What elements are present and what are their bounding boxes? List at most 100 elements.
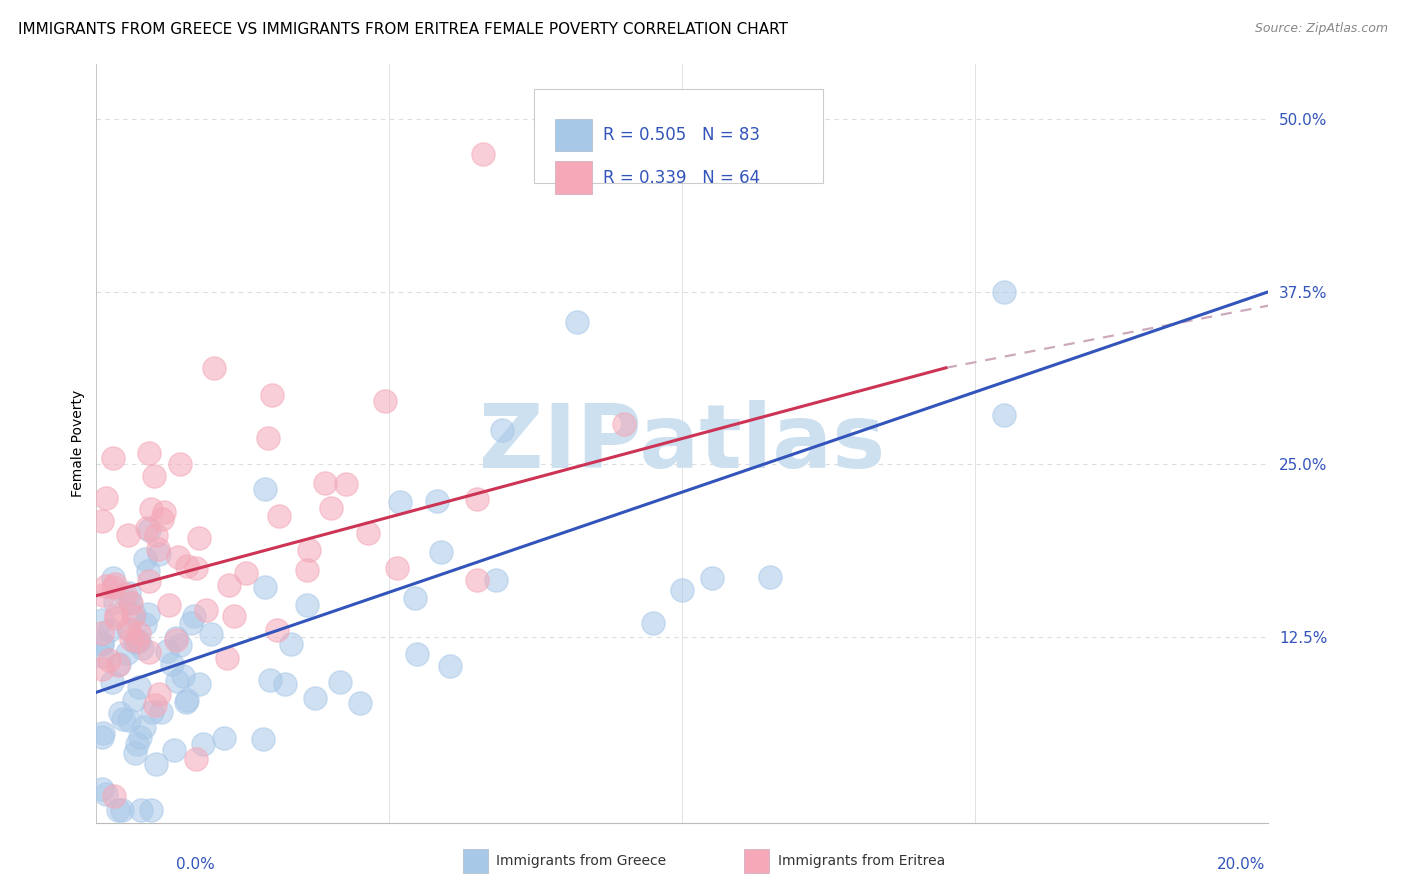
Text: ZIPatlas: ZIPatlas (479, 401, 886, 487)
Point (121, 632, 143, 647)
Point (117, 622, 139, 636)
Point (176, 558, 198, 573)
Point (128, 634, 150, 648)
Point (160, 657, 183, 671)
Point (149, 705, 172, 719)
Text: Immigrants from Eritrea: Immigrants from Eritrea (778, 855, 945, 868)
Point (111, 712, 134, 726)
Point (304, 691, 326, 706)
Point (139, 803, 162, 817)
Point (132, 720, 155, 734)
Point (183, 609, 205, 624)
Point (184, 752, 207, 766)
Point (120, 595, 142, 609)
Point (145, 527, 167, 541)
Point (111, 803, 134, 817)
Point (91, 514, 114, 528)
Point (128, 626, 150, 640)
Point (349, 696, 371, 710)
Point (214, 731, 236, 745)
Point (94, 579, 117, 593)
Point (295, 598, 318, 612)
Text: 20.0%: 20.0% (1218, 857, 1265, 872)
Text: 0.0%: 0.0% (176, 857, 215, 872)
Point (138, 644, 160, 658)
Point (186, 561, 208, 575)
Point (128, 730, 150, 744)
Point (218, 578, 240, 592)
Point (259, 673, 281, 687)
Point (215, 650, 238, 665)
Point (98, 623, 121, 637)
Point (252, 732, 274, 747)
Point (165, 632, 187, 647)
Point (439, 659, 461, 673)
Point (254, 580, 277, 594)
Point (357, 526, 380, 541)
Point (103, 789, 125, 803)
Point (91, 588, 114, 602)
Point (122, 692, 145, 706)
Point (91, 661, 114, 675)
Point (374, 393, 396, 408)
Point (148, 687, 170, 701)
Text: Source: ZipAtlas.com: Source: ZipAtlas.com (1254, 22, 1388, 36)
Point (124, 747, 146, 761)
Point (91, 625, 114, 640)
Point (150, 511, 173, 525)
Point (138, 523, 160, 537)
Point (188, 676, 211, 690)
Point (671, 583, 693, 598)
Point (253, 482, 276, 496)
Point (329, 675, 352, 690)
Point (491, 423, 513, 437)
Point (118, 714, 141, 728)
Point (148, 548, 170, 562)
Point (101, 675, 124, 690)
Point (385, 561, 408, 575)
Text: Immigrants from Greece: Immigrants from Greece (496, 855, 666, 868)
Point (567, 315, 589, 329)
Point (166, 673, 188, 688)
Point (108, 657, 131, 671)
Point (156, 644, 179, 658)
Point (472, 146, 495, 161)
Point (118, 622, 141, 636)
Point (143, 469, 166, 483)
Point (153, 505, 176, 519)
Point (169, 458, 191, 472)
Point (169, 639, 191, 653)
Point (91, 781, 114, 796)
Point (97, 653, 120, 667)
Point (91, 637, 114, 651)
Point (125, 737, 148, 751)
Point (314, 475, 336, 490)
Point (993, 408, 1015, 422)
Y-axis label: Female Poverty: Female Poverty (72, 390, 86, 498)
Point (139, 502, 162, 516)
Point (165, 631, 187, 645)
Point (613, 417, 636, 432)
Point (298, 543, 321, 558)
Point (195, 603, 218, 617)
Point (117, 528, 139, 542)
Point (273, 677, 295, 691)
Point (759, 570, 782, 584)
Point (200, 627, 222, 641)
Point (134, 552, 156, 566)
Point (138, 574, 160, 588)
Point (91, 648, 114, 663)
Text: R = 0.505   N = 83: R = 0.505 N = 83 (603, 126, 761, 144)
Point (235, 566, 257, 581)
Point (176, 693, 198, 707)
Point (280, 636, 302, 650)
Point (174, 695, 197, 709)
Point (191, 737, 214, 751)
Point (115, 646, 138, 660)
Point (465, 491, 488, 506)
Point (335, 477, 357, 491)
Point (96, 787, 118, 801)
Point (136, 521, 159, 535)
Point (222, 609, 245, 624)
Point (485, 574, 508, 588)
